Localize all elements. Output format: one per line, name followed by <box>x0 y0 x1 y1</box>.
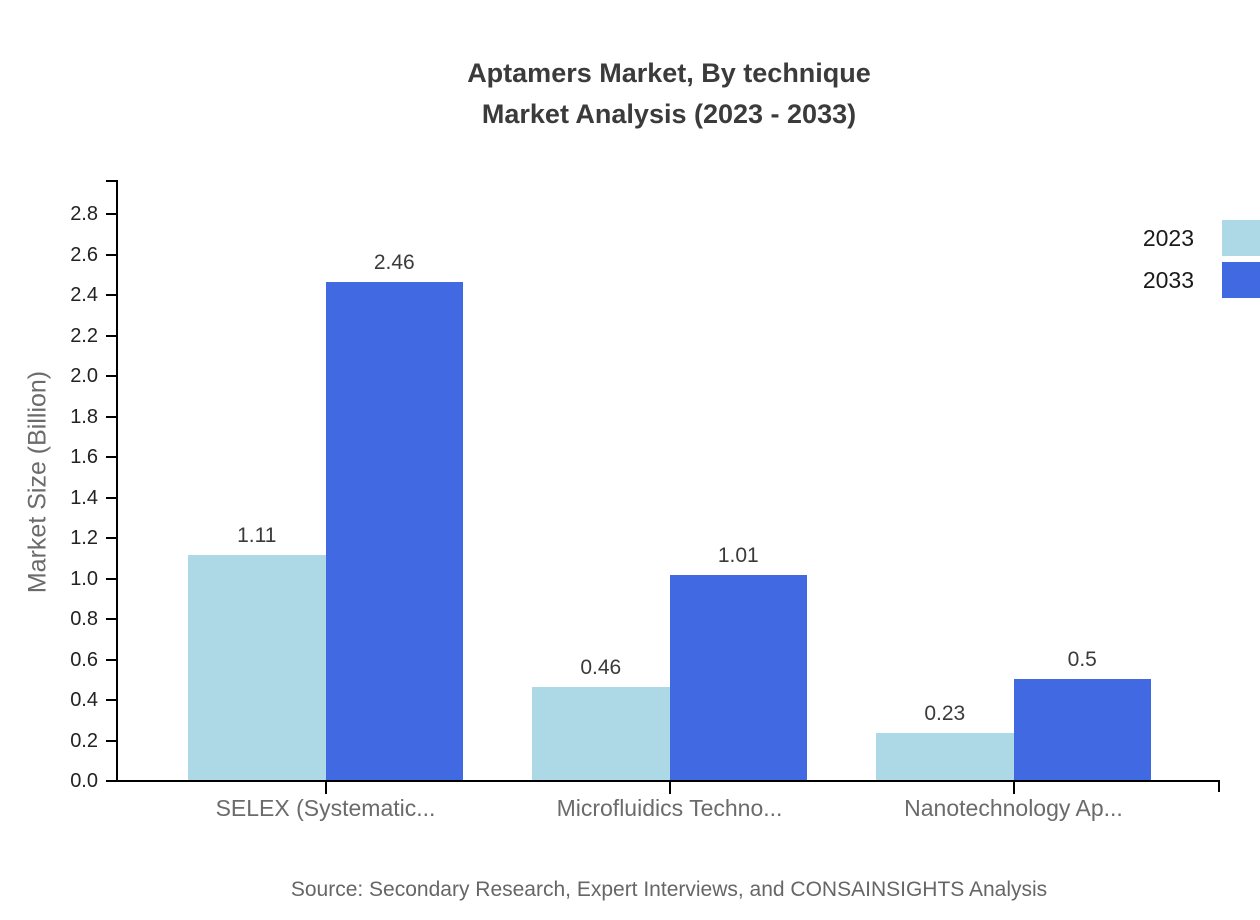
y-axis-line <box>116 180 118 782</box>
y-tick-label: 2.0 <box>70 365 98 387</box>
y-tick-mark <box>106 334 116 337</box>
legend-label-2033: 2033 <box>1142 266 1194 293</box>
y-tick-label: 0.2 <box>70 729 98 752</box>
y-tick-mark <box>106 537 116 539</box>
source-attribution: Source: Secondary Research, Expert Inter… <box>290 878 1048 901</box>
y-tick-mark <box>106 618 116 620</box>
y-tick-label: 2.4 <box>70 284 98 306</box>
x-category-label: Microfluidics Techno... <box>556 795 783 821</box>
x-axis-end-cap <box>1218 780 1220 792</box>
x-category-label: Nanotechnology Ap... <box>904 795 1123 821</box>
y-tick-label: 0.0 <box>70 770 98 792</box>
y-tick-mark <box>106 213 116 215</box>
y-tick-label: 2.2 <box>70 324 98 347</box>
x-tick-mark <box>324 782 327 794</box>
legend-item-2033: 2033 <box>1143 262 1260 298</box>
chart-title-line-1: Aptamers Market, By technique <box>467 58 871 88</box>
y-tick-label: 0.8 <box>70 608 98 630</box>
bar-value-label: 0.46 <box>580 655 622 679</box>
bar-2033-1 <box>325 281 463 780</box>
legend-item-2023: 2023 <box>1143 220 1260 256</box>
y-tick-label: 2.8 <box>70 203 98 225</box>
bar-value-label: 2.46 <box>373 250 415 274</box>
chart-title: Aptamers Market, By technique Market Ana… <box>118 53 1220 135</box>
bar-value-label: 0.5 <box>1067 647 1097 671</box>
legend-swatch-2033 <box>1222 262 1260 298</box>
bar-value-label: 1.01 <box>717 544 759 568</box>
y-tick-label: 1.0 <box>70 567 98 590</box>
legend-label-2023: 2023 <box>1142 224 1194 251</box>
y-tick-mark <box>106 294 116 296</box>
bar-2033-3 <box>1013 678 1151 780</box>
y-tick-label: 2.6 <box>70 243 98 266</box>
bar-2033-2 <box>669 575 807 780</box>
y-tick-label: 1.8 <box>70 405 98 428</box>
legend-swatch-2023 <box>1222 220 1260 256</box>
y-tick-label: 1.4 <box>70 486 98 509</box>
y-tick-mark <box>106 496 116 499</box>
bar-2023-1 <box>188 555 326 780</box>
y-tick-mark <box>106 577 116 580</box>
bar-2023-3 <box>876 733 1014 780</box>
x-axis-line <box>116 780 1220 782</box>
y-tick-mark <box>106 739 116 742</box>
bar-value-label: 0.23 <box>924 702 966 726</box>
chart-title-line-2: Market Analysis (2023 - 2033) <box>481 99 857 129</box>
x-tick-mark <box>668 782 671 794</box>
y-tick-mark <box>106 253 116 256</box>
y-tick-mark <box>106 456 116 458</box>
y-tick-label: 0.6 <box>70 648 98 671</box>
bar-value-label: 1.11 <box>237 524 277 548</box>
y-tick-mark <box>106 699 116 701</box>
y-tick-mark <box>106 415 116 418</box>
y-tick-mark <box>106 658 116 661</box>
bar-2023-2 <box>532 686 670 780</box>
y-tick-label: 0.4 <box>70 689 98 711</box>
legend: 2023 2033 <box>1143 220 1260 298</box>
y-tick-label: 1.2 <box>70 527 98 549</box>
y-axis-end-cap <box>106 180 116 182</box>
y-tick-mark <box>106 375 116 377</box>
y-tick-mark <box>106 780 116 782</box>
x-tick-mark <box>1012 782 1015 794</box>
x-category-label: SELEX (Systematic... <box>215 795 436 821</box>
y-tick-label: 1.6 <box>70 446 98 468</box>
